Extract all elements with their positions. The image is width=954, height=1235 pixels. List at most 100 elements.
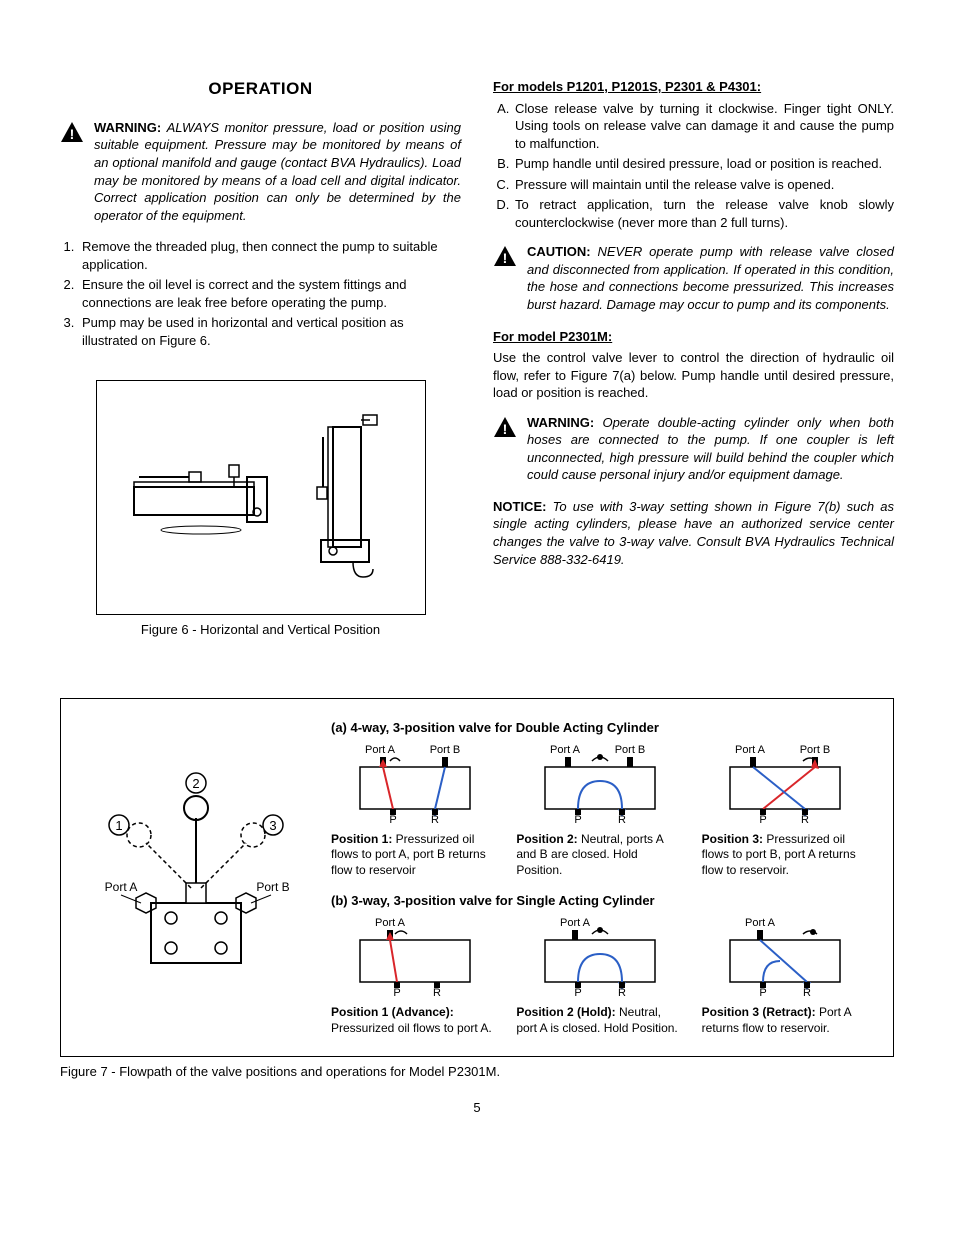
cell-b1: Port A P R (331, 916, 498, 1036)
svg-text:Port A: Port A (375, 917, 406, 929)
svg-text:R: R (618, 814, 626, 826)
lever-pos-3-label: 3 (269, 818, 276, 833)
p2301m-heading: For model P2301M: (493, 328, 894, 346)
svg-text:R: R (803, 987, 811, 999)
svg-text:P: P (393, 987, 400, 999)
cell-b2-label: Position 2 (Hold): (516, 1005, 615, 1019)
models-step-c: Pressure will maintain until the release… (513, 176, 894, 194)
valve-lever-diagram-icon: 1 2 3 Port A Port B (91, 763, 301, 993)
svg-text:R: R (431, 814, 439, 826)
figure-6-horizontal-icon (129, 452, 279, 542)
step-3: Pump may be used in horizontal and verti… (78, 314, 461, 349)
figure-7-box: 1 2 3 Port A Port B (a) 4-way, 3-positio… (60, 698, 894, 1057)
cell-a1-text: Position 1: Pressurized oil flows to por… (331, 832, 498, 879)
svg-text:R: R (433, 987, 441, 999)
svg-text:Port B: Port B (800, 744, 831, 756)
left-port-b-label: Port B (256, 880, 289, 894)
figure-6-box (96, 380, 426, 615)
warning-2-label: WARNING: (527, 415, 594, 430)
schematic-a1-icon: Port A Port B (331, 743, 498, 828)
svg-text:!: ! (503, 250, 508, 266)
schematic-b3-icon: Port A P R (702, 916, 869, 1001)
warning-1-label: WARNING: (94, 120, 161, 135)
schematic-b2-icon: Port A P R (516, 916, 683, 1001)
warning-block-2: ! WARNING: Operate double-acting cylinde… (493, 414, 894, 484)
lever-pos-2-label: 2 (192, 776, 199, 791)
step-2: Ensure the oil level is correct and the … (78, 276, 461, 311)
two-column-layout: OPERATION ! WARNING: ALWAYS monitor pres… (60, 78, 894, 638)
cell-b3-label: Position 3 (Retract): (702, 1005, 816, 1019)
left-port-a-label: Port A (105, 880, 138, 894)
notice-body: To use with 3-way setting shown in Figur… (493, 499, 894, 567)
step-1: Remove the threaded plug, then connect t… (78, 238, 461, 273)
svg-text:R: R (618, 987, 626, 999)
svg-text:Port A: Port A (560, 917, 591, 929)
svg-text:!: ! (70, 126, 75, 142)
p2301m-paragraph: Use the control valve lever to control t… (493, 349, 894, 402)
group-b-row: Port A P R (331, 916, 869, 1036)
svg-text:Port A: Port A (735, 744, 766, 756)
cell-b1-label: Position 1 (Advance): (331, 1005, 454, 1019)
svg-text:Port B: Port B (615, 744, 646, 756)
models-step-d: To retract application, turn the release… (513, 196, 894, 231)
figure-7-right: (a) 4-way, 3-position valve for Double A… (331, 719, 869, 1036)
warning-block-1: ! WARNING: ALWAYS monitor pressure, load… (60, 119, 461, 224)
warning-triangle-icon-2: ! (493, 416, 517, 443)
schematic-a3-icon: Port A Port B (702, 743, 869, 828)
cell-a2-text: Position 2: Neutral, ports A and B are c… (516, 832, 683, 879)
cell-b1-desc: Pressurized oil flows to port A. (331, 1021, 492, 1035)
figure-7-left-diagram: 1 2 3 Port A Port B (81, 719, 311, 1036)
notice-block: NOTICE: To use with 3-way setting shown … (493, 498, 894, 568)
caution-triangle-icon: ! (493, 245, 517, 272)
cell-a3-text: Position 3: Pressurized oil flows to por… (702, 832, 869, 879)
group-b-title: (b) 3-way, 3-position valve for Single A… (331, 892, 869, 910)
left-column: OPERATION ! WARNING: ALWAYS monitor pres… (60, 78, 461, 638)
svg-text:Port A: Port A (365, 744, 396, 756)
notice-label: NOTICE: (493, 499, 546, 514)
models-step-b: Pump handle until desired pressure, load… (513, 155, 894, 173)
models-steps: Close release valve by turning it clockw… (493, 100, 894, 232)
svg-text:P: P (760, 814, 767, 826)
svg-text:P: P (389, 814, 396, 826)
models-heading: For models P1201, P1201S, P2301 & P4301: (493, 78, 894, 96)
cell-b3-text: Position 3 (Retract): Port A returns flo… (702, 1005, 869, 1036)
models-step-a: Close release valve by turning it clockw… (513, 100, 894, 153)
caution-text: CAUTION: NEVER operate pump with release… (527, 243, 894, 313)
warning-2-text: WARNING: Operate double-acting cylinder … (527, 414, 894, 484)
cell-b1-text: Position 1 (Advance): Pressurized oil fl… (331, 1005, 498, 1036)
figure-7-caption: Figure 7 - Flowpath of the valve positio… (60, 1063, 894, 1081)
caution-label: CAUTION: (527, 244, 591, 259)
group-a-title: (a) 4-way, 3-position valve for Double A… (331, 719, 869, 737)
svg-text:P: P (760, 987, 767, 999)
page: OPERATION ! WARNING: ALWAYS monitor pres… (0, 0, 954, 1156)
figure-6-vertical-icon (303, 407, 393, 587)
cell-b2: Port A P R (516, 916, 683, 1036)
svg-text:P: P (574, 814, 581, 826)
cell-a2-label: Position 2: (516, 832, 577, 846)
warning-triangle-icon: ! (60, 121, 84, 148)
warning-1-text: WARNING: ALWAYS monitor pressure, load o… (94, 119, 461, 224)
page-number: 5 (60, 1099, 894, 1117)
svg-text:Port A: Port A (550, 744, 581, 756)
lever-pos-1-label: 1 (115, 818, 122, 833)
cell-b2-text: Position 2 (Hold): Neutral, port A is cl… (516, 1005, 683, 1036)
caution-block: ! CAUTION: NEVER operate pump with relea… (493, 243, 894, 313)
svg-text:R: R (801, 814, 809, 826)
schematic-a2-icon: Port A Port B P (516, 743, 683, 828)
cell-a3-label: Position 3: (702, 832, 763, 846)
group-a-row: Port A Port B (331, 743, 869, 879)
warning-1-body: ALWAYS monitor pressure, load or positio… (94, 120, 461, 223)
figure-6-caption: Figure 6 - Horizontal and Vertical Posit… (60, 621, 461, 639)
right-column: For models P1201, P1201S, P2301 & P4301:… (493, 78, 894, 638)
svg-text:Port A: Port A (745, 917, 776, 929)
svg-text:!: ! (503, 421, 508, 437)
cell-b3: Port A P R (702, 916, 869, 1036)
cell-a2: Port A Port B P (516, 743, 683, 879)
operation-steps: Remove the threaded plug, then connect t… (60, 238, 461, 349)
svg-text:Port B: Port B (429, 744, 460, 756)
figure-7-wrap: 1 2 3 Port A Port B (a) 4-way, 3-positio… (60, 698, 894, 1081)
cell-a1-label: Position 1: (331, 832, 392, 846)
schematic-b1-icon: Port A P R (331, 916, 498, 1001)
cell-a1: Port A Port B (331, 743, 498, 879)
cell-a3: Port A Port B (702, 743, 869, 879)
